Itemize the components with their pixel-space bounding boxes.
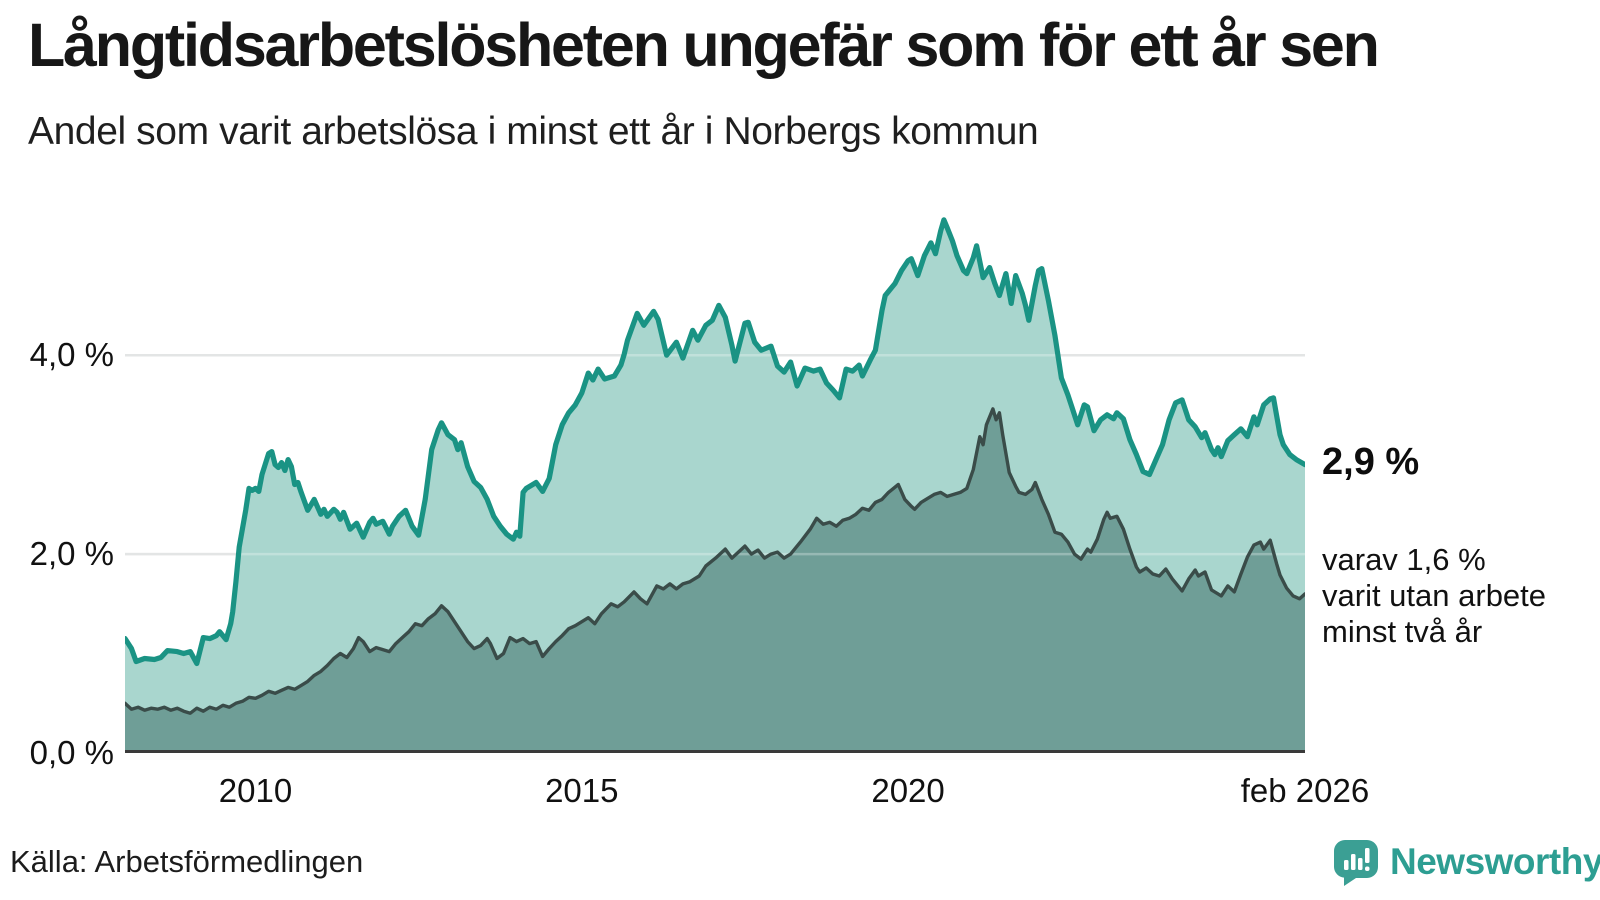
x-tick-label-2020: 2020 bbox=[871, 772, 945, 809]
newsworthy-bubble-chart-icon bbox=[1332, 838, 1380, 886]
x-tick-label-2015: 2015 bbox=[545, 772, 619, 809]
y-tick-label-4: 4,0 % bbox=[29, 336, 114, 374]
end-value-label-1plus-year: 2,9 % bbox=[1322, 440, 1420, 483]
newsworthy-logo-text: Newsworthy bbox=[1390, 841, 1600, 882]
y-tick-label-0: 0,0 % bbox=[29, 734, 114, 771]
newsworthy-logo: Newsworthy bbox=[1332, 838, 1600, 886]
source-caption: Källa: Arbetsförmedlingen bbox=[10, 844, 364, 879]
x-tick-label-feb-2026: feb 2026 bbox=[1240, 772, 1370, 809]
y-tick-label-2: 2,0 % bbox=[29, 535, 114, 573]
line-unemployed-1plus-year bbox=[125, 217, 1305, 667]
line-unemployed-2plus-year bbox=[125, 407, 1305, 715]
page-title: Långtidsarbetslösheten ungefär som för e… bbox=[28, 11, 1380, 79]
area-unemployed-2plus-year bbox=[125, 408, 1305, 753]
end-value-label-2plus-year: varav 1,6 % varit utan arbete minst två … bbox=[1322, 541, 1547, 649]
page-subtitle: Andel som varit arbetslösa i minst ett å… bbox=[28, 110, 1039, 153]
gridlines-overlay bbox=[125, 353, 1305, 556]
x-tick-label-2010: 2010 bbox=[218, 772, 293, 809]
chart-svg bbox=[125, 217, 1305, 753]
